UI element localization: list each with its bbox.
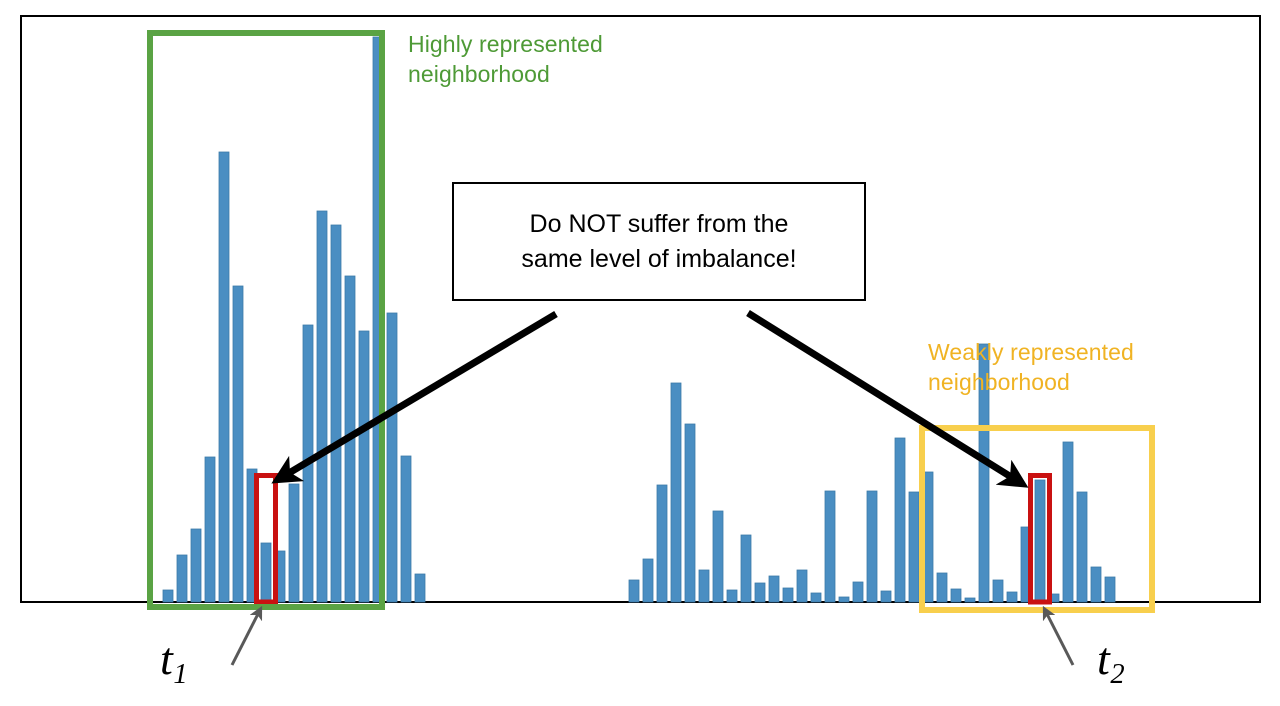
- histogram-bar: [880, 590, 892, 603]
- region-box-highly-represented: [147, 30, 385, 610]
- histogram-bar: [656, 484, 668, 603]
- histogram-bar: [950, 588, 962, 603]
- histogram-bar: [1090, 566, 1102, 603]
- plot-frame: [20, 15, 1261, 603]
- histogram-bar: [1006, 591, 1018, 603]
- tick-label-t1-base: t: [160, 633, 173, 684]
- region-boxes: [147, 30, 1155, 613]
- histogram-bar: [754, 582, 766, 603]
- arrow-note-to-t1: [271, 310, 558, 484]
- histogram-bar: [1034, 479, 1046, 603]
- histogram-bar: [726, 589, 738, 603]
- histogram-bar: [684, 423, 696, 603]
- histogram-bar: [838, 596, 850, 603]
- highlighted-bar-outline-t1: [254, 473, 278, 605]
- histogram-bar: [964, 597, 976, 603]
- arrow-tick-t1: [230, 605, 263, 666]
- histogram-bar: [162, 589, 174, 603]
- tick-label-t2-base: t: [1097, 633, 1110, 684]
- histogram-bar: [400, 455, 412, 603]
- region-box-weakly-represented: [919, 425, 1155, 613]
- highlighted-bar-outline-t2: [1028, 473, 1052, 605]
- histogram-bar: [908, 491, 920, 603]
- histogram-bar: [768, 575, 780, 603]
- histogram-bar: [176, 554, 188, 603]
- histogram-bar: [978, 343, 990, 603]
- histogram-bar: [330, 224, 342, 603]
- histogram-bars: [162, 36, 1116, 603]
- note-callout-box: Do NOT suffer from the same level of imb…: [452, 182, 866, 301]
- histogram-bar: [218, 151, 230, 603]
- tick-label-t1: t1: [160, 633, 188, 689]
- tick-label-t1-sub: 1: [173, 658, 188, 690]
- histogram-bar: [358, 330, 370, 603]
- histogram-bar: [260, 542, 272, 603]
- histogram-bar: [866, 490, 878, 603]
- histogram-bar: [642, 558, 654, 603]
- histogram-bar: [1062, 441, 1074, 603]
- highlighted-bar-outlines: [254, 473, 1052, 605]
- tick-label-t2: t2: [1097, 633, 1125, 689]
- histogram-bar: [628, 579, 640, 603]
- histogram-bar: [190, 528, 202, 603]
- weakly-represented-label: Weakly represented neighborhood: [928, 339, 1134, 395]
- histogram-bar: [936, 572, 948, 603]
- histogram-bar: [232, 285, 244, 603]
- histogram-bar: [386, 312, 398, 603]
- histogram-bar: [712, 510, 724, 603]
- histogram-bar: [824, 490, 836, 603]
- histogram-bar: [670, 382, 682, 603]
- histogram-bar: [204, 456, 216, 603]
- arrow-note-to-t2: [746, 310, 1029, 488]
- arrow-tick-t2: [1042, 605, 1075, 666]
- histogram-bar: [316, 210, 328, 603]
- histogram-bar: [796, 569, 808, 603]
- histogram-bar: [288, 483, 300, 603]
- annotation-arrows: [230, 310, 1075, 666]
- note-callout-text: Do NOT suffer from the same level of imb…: [521, 209, 797, 273]
- histogram-bar: [852, 581, 864, 603]
- highly-represented-label: Highly represented neighborhood: [408, 31, 603, 87]
- histogram-bar: [698, 569, 710, 603]
- histogram-bar: [414, 573, 426, 603]
- tick-label-t2-sub: 2: [1110, 658, 1125, 690]
- histogram-bar: [992, 579, 1004, 603]
- histogram-bar: [894, 437, 906, 603]
- histogram-bar: [1104, 576, 1116, 603]
- histogram-bar: [810, 592, 822, 603]
- histogram-bar: [782, 587, 794, 603]
- histogram-bar: [1076, 491, 1088, 603]
- histogram-bar: [740, 534, 752, 603]
